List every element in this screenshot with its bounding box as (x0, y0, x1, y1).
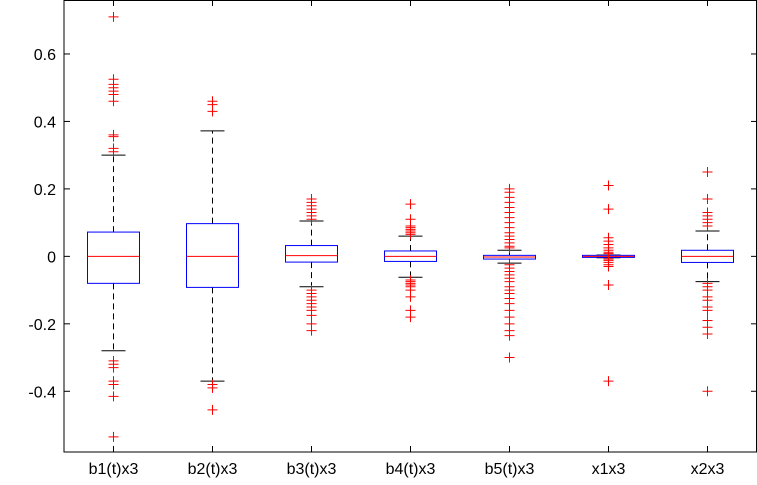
outlier-marker (405, 229, 416, 240)
y-tick-label: -0.4 (28, 384, 56, 401)
outlier-marker (405, 199, 416, 210)
outlier-marker (108, 11, 119, 22)
box-group-5 (483, 183, 536, 363)
outlier-marker (702, 386, 713, 397)
outlier-marker (405, 291, 416, 302)
box-group-6 (582, 180, 635, 387)
x-tick-label: b3(t)x3 (287, 461, 337, 478)
outlier-marker (207, 382, 218, 393)
box-group-7 (681, 167, 734, 397)
x-tick-label: b2(t)x3 (188, 461, 238, 478)
outlier-marker (108, 362, 119, 373)
outlier-marker (603, 204, 614, 215)
x-tick-label: b5(t)x3 (485, 461, 535, 478)
x-tick-label: b4(t)x3 (386, 461, 436, 478)
y-tick-label: 0.2 (34, 182, 56, 199)
outlier-marker (306, 325, 317, 336)
x-tick-label: x1x3 (592, 461, 626, 478)
outlier-marker (405, 312, 416, 323)
y-tick-label: 0.4 (34, 114, 56, 131)
box-group-4 (384, 199, 437, 323)
y-tick-label: 0.6 (34, 47, 56, 64)
box-group-3 (285, 194, 338, 336)
outlier-marker (603, 261, 614, 272)
outlier-marker (504, 352, 515, 363)
outlier-marker (207, 106, 218, 117)
y-tick-label: -0.2 (28, 317, 56, 334)
outlier-marker (108, 391, 119, 402)
outlier-marker (207, 404, 218, 415)
axes: -0.4 -0.2 0 0.2 0.4 0.6 b1(t)x3 b2(t)x3 b3(t)x3 b… (28, 0, 757, 478)
outlier-marker (306, 310, 317, 321)
outlier-marker (702, 167, 713, 178)
outlier-marker (603, 376, 614, 387)
box-group-2 (186, 96, 239, 415)
outlier-marker (603, 280, 614, 291)
outlier-marker (504, 242, 515, 253)
plot-area (87, 11, 734, 442)
iqr-box (87, 231, 140, 284)
outlier-marker (603, 180, 614, 191)
y-tick-label: 0 (47, 249, 56, 266)
outlier-marker (108, 379, 119, 390)
outlier-marker (108, 146, 119, 157)
x-tick-label: x2x3 (691, 461, 725, 478)
outlier-marker (504, 330, 515, 341)
outlier-marker (108, 96, 119, 107)
outlier-marker (108, 131, 119, 142)
box-group-1 (87, 11, 140, 442)
iqr-box (285, 245, 338, 263)
outlier-marker (702, 221, 713, 231)
outlier-marker (306, 214, 317, 225)
outlier-marker (702, 305, 713, 316)
outlier-marker (108, 431, 119, 442)
x-tick-label: b1(t)x3 (89, 461, 139, 478)
outlier-marker (702, 328, 713, 339)
iqr-box (186, 223, 239, 288)
outlier-marker (702, 194, 713, 205)
